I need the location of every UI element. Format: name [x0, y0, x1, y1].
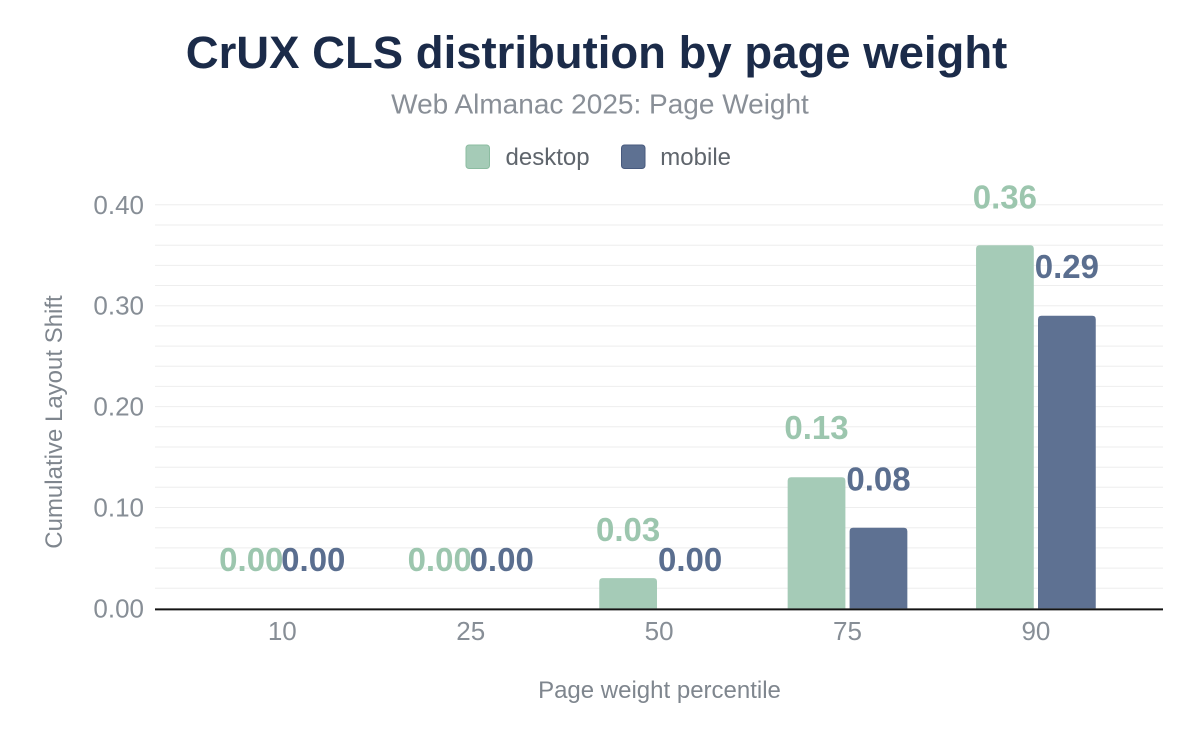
svg-text:mobile: mobile [660, 144, 731, 171]
svg-text:Page weight percentile: Page weight percentile [538, 677, 781, 704]
svg-text:0.29: 0.29 [1035, 248, 1099, 285]
svg-text:0.08: 0.08 [846, 460, 910, 497]
svg-text:10: 10 [268, 616, 297, 646]
svg-text:0.03: 0.03 [596, 511, 660, 548]
svg-text:0.20: 0.20 [93, 392, 144, 422]
svg-text:90: 90 [1021, 616, 1050, 646]
svg-text:CrUX CLS distribution by page: CrUX CLS distribution by page weight [186, 27, 1008, 78]
svg-text:0.00: 0.00 [219, 541, 283, 578]
svg-text:0.00: 0.00 [408, 541, 472, 578]
svg-text:0.36: 0.36 [973, 178, 1037, 215]
svg-text:0.00: 0.00 [470, 541, 534, 578]
svg-text:75: 75 [833, 616, 862, 646]
svg-text:0.13: 0.13 [784, 409, 848, 446]
svg-text:Web Almanac 2025: Page Weight: Web Almanac 2025: Page Weight [391, 89, 809, 120]
svg-text:desktop: desktop [506, 144, 590, 171]
svg-text:0.00: 0.00 [281, 541, 345, 578]
svg-text:0.00: 0.00 [658, 541, 722, 578]
svg-text:0.10: 0.10 [93, 493, 144, 523]
svg-text:0.00: 0.00 [93, 593, 144, 623]
svg-text:25: 25 [456, 616, 485, 646]
svg-text:0.30: 0.30 [93, 291, 144, 321]
svg-text:Cumulative Layout Shift: Cumulative Layout Shift [41, 295, 68, 549]
svg-text:0.40: 0.40 [93, 190, 144, 220]
svg-text:50: 50 [645, 616, 674, 646]
